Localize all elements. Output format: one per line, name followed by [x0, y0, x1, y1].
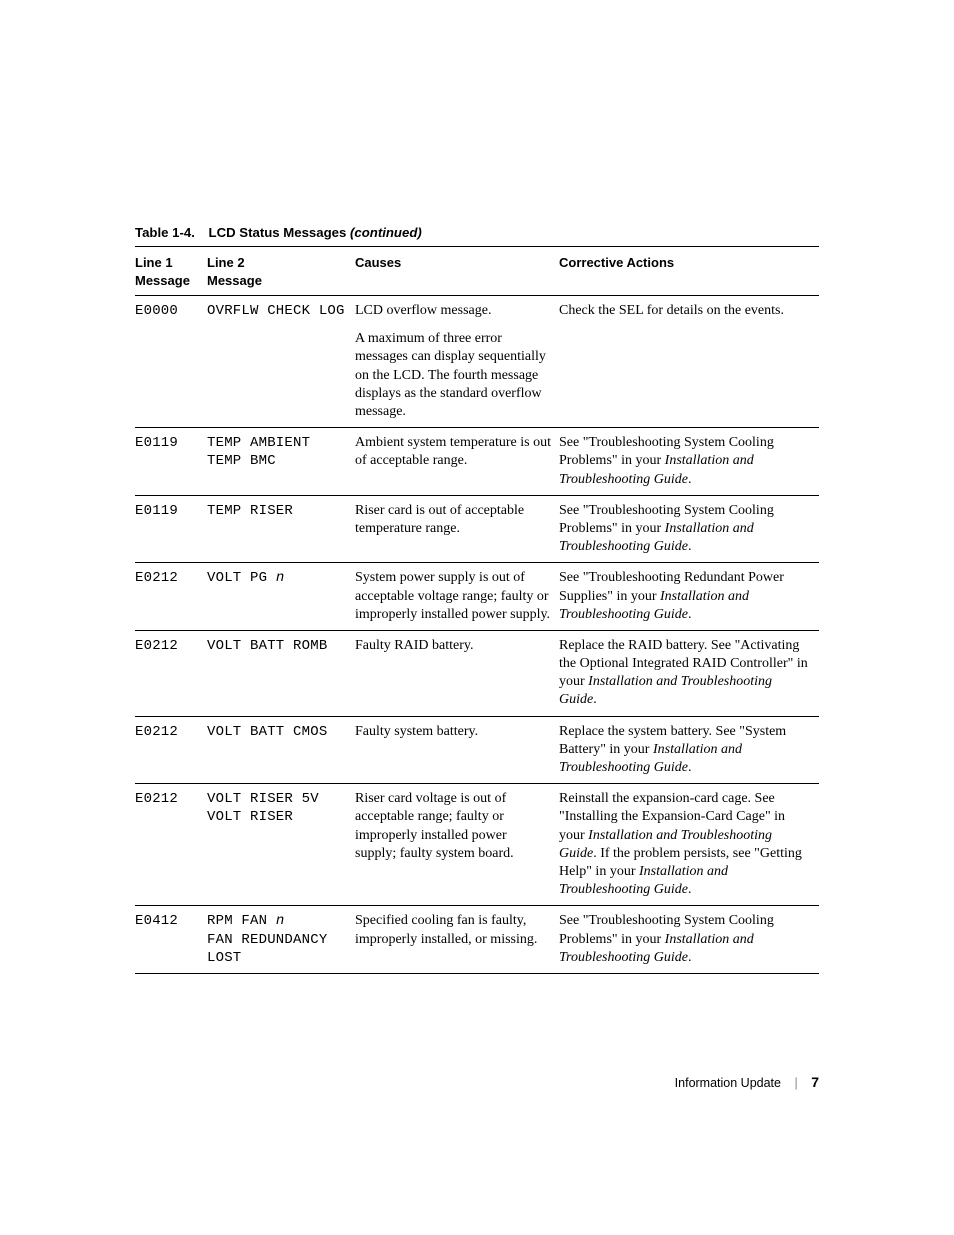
table-subrow: A maximum of three error messages can di… — [135, 326, 819, 427]
table-row: E0412 RPM FAN n FAN REDUNDANCY LOST Spec… — [135, 906, 819, 974]
cell-fix: Reinstall the expansion-card cage. See "… — [559, 784, 819, 906]
table-row: E0212 VOLT BATT CMOS Faulty system batte… — [135, 716, 819, 784]
table-row: E0212 VOLT BATT ROMB Faulty RAID battery… — [135, 630, 819, 716]
cell-cause: System power supply is out of acceptable… — [355, 563, 559, 631]
cell-l2: OVRFLW CHECK LOG — [207, 296, 355, 327]
cell-fix: Replace the RAID battery. See "Activatin… — [559, 630, 819, 716]
cell-l2: VOLT PG n — [207, 563, 355, 631]
lcd-status-table: Line 1 Message Line 2 Message Causes Cor… — [135, 246, 819, 974]
footer-section: Information Update — [675, 1076, 781, 1090]
cell-l1: E0212 — [135, 784, 207, 906]
cell-cause: Faulty system battery. — [355, 716, 559, 784]
cell-l1: E0212 — [135, 563, 207, 631]
cell-l1: E0000 — [135, 296, 207, 327]
cell-l2: TEMP RISER — [207, 495, 355, 563]
col-line2: Line 2 Message — [207, 247, 355, 296]
table-row: E0119 TEMP AMBIENT TEMP BMC Ambient syst… — [135, 428, 819, 496]
table-header-row: Line 1 Message Line 2 Message Causes Cor… — [135, 247, 819, 296]
cell-l2: TEMP AMBIENT TEMP BMC — [207, 428, 355, 496]
cell-l2: RPM FAN n FAN REDUNDANCY LOST — [207, 906, 355, 974]
cell-fix: See "Troubleshooting System Cooling Prob… — [559, 495, 819, 563]
cell-fix: Check the SEL for details on the events. — [559, 296, 819, 327]
page-footer: Information Update | 7 — [675, 1074, 819, 1090]
table-row: E0212 VOLT RISER 5V VOLT RISER Riser car… — [135, 784, 819, 906]
table-row: E0119 TEMP RISER Riser card is out of ac… — [135, 495, 819, 563]
cell-l1: E0212 — [135, 716, 207, 784]
cell-cause: Faulty RAID battery. — [355, 630, 559, 716]
footer-separator: | — [794, 1076, 797, 1090]
cell-l1: E0119 — [135, 495, 207, 563]
table-row: E0212 VOLT PG n System power supply is o… — [135, 563, 819, 631]
col-causes: Causes — [355, 247, 559, 296]
cell-cause: Riser card is out of acceptable temperat… — [355, 495, 559, 563]
cell-l2: VOLT BATT CMOS — [207, 716, 355, 784]
cell-fix: See "Troubleshooting Redundant Power Sup… — [559, 563, 819, 631]
cell-fix: Replace the system battery. See "System … — [559, 716, 819, 784]
cell-l1: E0119 — [135, 428, 207, 496]
cell-cause: Ambient system temperature is out of acc… — [355, 428, 559, 496]
cell-l1: E0412 — [135, 906, 207, 974]
table-row: E0000 OVRFLW CHECK LOG LCD overflow mess… — [135, 296, 819, 327]
table-continued: (continued) — [350, 225, 422, 240]
col-actions: Corrective Actions — [559, 247, 819, 296]
document-page: Table 1-4. LCD Status Messages (continue… — [0, 0, 954, 1235]
table-caption: Table 1-4. LCD Status Messages (continue… — [135, 225, 819, 240]
cell-fix: See "Troubleshooting System Cooling Prob… — [559, 906, 819, 974]
cell-l1: E0212 — [135, 630, 207, 716]
table-label: Table 1-4. — [135, 225, 195, 240]
cell-cause: LCD overflow message. — [355, 296, 559, 327]
cell-fix: See "Troubleshooting System Cooling Prob… — [559, 428, 819, 496]
cell-cause: Specified cooling fan is faulty, imprope… — [355, 906, 559, 974]
table-title: LCD Status Messages — [209, 225, 350, 240]
cell-l2: VOLT RISER 5V VOLT RISER — [207, 784, 355, 906]
col-line1: Line 1 Message — [135, 247, 207, 296]
cell-l2: VOLT BATT ROMB — [207, 630, 355, 716]
cell-cause: Riser card voltage is out of acceptable … — [355, 784, 559, 906]
page-number: 7 — [811, 1074, 819, 1090]
cell-cause-sub: A maximum of three error messages can di… — [355, 326, 559, 427]
